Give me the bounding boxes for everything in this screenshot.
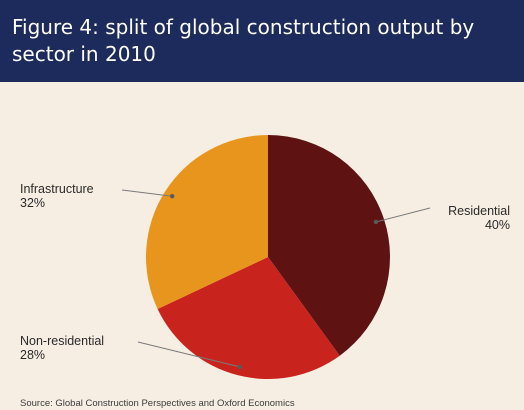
pie-chart (121, 135, 431, 379)
chart-title: Figure 4: split of global construction o… (12, 15, 475, 66)
pie-slice-infrastructure (146, 135, 268, 309)
pie-slice-non-residential (157, 257, 340, 379)
label-non-residential-name: Non-residential (20, 334, 105, 348)
callout-line-residential (375, 207, 431, 223)
label-residential-name: Residential (448, 204, 510, 218)
source-note: Source: Global Construction Perspectives… (20, 398, 295, 409)
label-infrastructure: Infrastructure 32% (20, 182, 94, 210)
callout-line-infrastructure (121, 189, 173, 197)
callout-dot-residential (373, 219, 379, 225)
callout-line-non-residential (137, 341, 240, 368)
label-infrastructure-name: Infrastructure (20, 182, 94, 196)
label-infrastructure-value: 32% (20, 196, 46, 210)
label-residential-value: 40% (484, 218, 510, 232)
label-non-residential-value: 28% (20, 348, 46, 362)
chart-area: Infrastructure 32% Non-residential 28% R… (0, 82, 524, 410)
callout-dot-infrastructure (170, 194, 175, 199)
label-non-residential: Non-residential 28% (20, 334, 104, 362)
chart-header: Figure 4: split of global construction o… (0, 0, 524, 82)
label-residential: Residential 40% (448, 204, 510, 232)
callout-dot-non-residential (237, 364, 242, 370)
pie-slice-residential (268, 135, 390, 356)
